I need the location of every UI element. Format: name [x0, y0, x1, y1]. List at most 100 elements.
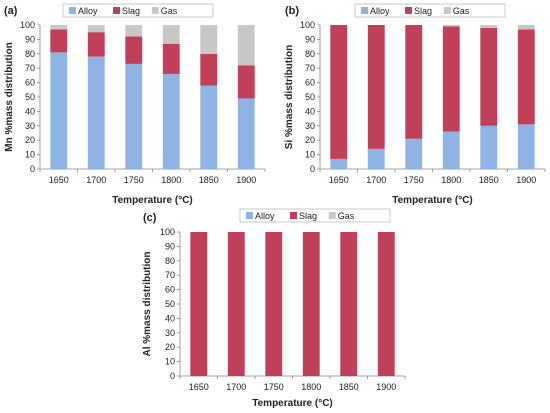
bar-segment-slag-1800 [162, 43, 180, 74]
bar-segment-slag-1700 [367, 25, 385, 149]
x-tick-label: 1750 [404, 175, 424, 185]
x-tick-label: 1700 [86, 175, 106, 185]
bar-segment-gas-1900 [237, 25, 255, 66]
y-tick-label: 80 [165, 256, 175, 266]
bar-segment-slag-1700 [87, 32, 105, 57]
y-tick-label: 40 [25, 106, 35, 116]
bar-segment-alloy-1850 [480, 125, 498, 169]
bar-segment-slag-1700 [227, 232, 245, 376]
x-tick-label: 1850 [479, 175, 499, 185]
bar-segment-slag-1800 [442, 26, 460, 132]
x-tick-label: 1700 [226, 382, 246, 392]
chart-panel-1: (a) Alloy Slag Gas 0 10 20 30 40 50 60 70 80 90 100 165… [4, 3, 266, 206]
bar-segment-alloy-1800 [442, 131, 460, 169]
y-tick-label: 90 [305, 34, 315, 44]
chart-panel-3: (c) Alloy Slag Gas 0 10 20 30 40 50 60 70 80 90 100 165… [142, 208, 406, 409]
y-tick-label: 0 [170, 371, 175, 381]
x-tick-label: 1650 [49, 175, 69, 185]
y-tick-label: 60 [305, 78, 315, 88]
chart-panel-2: (b) Alloy Slag Gas 0 10 20 30 40 50 60 70 80 90 100 165… [284, 3, 546, 206]
legend-label-alloy: Alloy [78, 6, 98, 16]
y-tick-label: 60 [165, 285, 175, 295]
legend-swatch-gas [328, 212, 336, 219]
y-tick-label: 70 [305, 63, 315, 73]
bar-segment-alloy-1850 [200, 85, 218, 169]
y-tick-label: 100 [300, 20, 315, 30]
y-tick-label: 40 [305, 106, 315, 116]
bar-segment-gas-1850 [200, 25, 218, 54]
y-tick-label: 20 [165, 342, 175, 352]
legend-box [239, 208, 391, 223]
bar-segment-gas-1650 [50, 25, 68, 30]
y-tick-label: 70 [165, 270, 175, 280]
x-tick-label: 1900 [376, 382, 396, 392]
bar-segment-gas-1800 [162, 25, 180, 44]
bar-segment-alloy-1650 [330, 158, 348, 169]
x-tick-label: 1800 [441, 175, 461, 185]
legend-swatch-alloy [361, 7, 368, 14]
y-tick-label: 10 [165, 357, 175, 367]
legend-label-slag: Slag [122, 6, 140, 16]
bar-segment-slag-1900 [377, 232, 395, 376]
panel-label: (a) [4, 5, 18, 17]
y-tick-label: 50 [25, 92, 35, 102]
y-tick-label: 20 [305, 135, 315, 145]
y-tick-label: 30 [165, 328, 175, 338]
y-tick-label: 90 [165, 241, 175, 251]
bar-segment-slag-1850 [480, 27, 498, 126]
x-axis-title: Temperature (°C) [252, 398, 333, 409]
bar-segment-slag-1900 [517, 29, 535, 125]
legend: Alloy Slag Gas [62, 3, 214, 18]
bar-segment-slag-1750 [265, 232, 283, 376]
y-tick-label: 0 [310, 164, 315, 174]
bar-segment-gas-1900 [517, 25, 535, 30]
y-tick-label: 80 [305, 49, 315, 59]
bar-segment-alloy-1700 [367, 148, 385, 169]
legend-label-gas: Gas [338, 211, 355, 221]
x-axis-title: Temperature (°C) [112, 195, 193, 206]
y-tick-label: 0 [30, 164, 35, 174]
y-tick-label: 100 [160, 227, 175, 237]
bar-segment-slag-1750 [125, 36, 143, 64]
panel-label: (b) [285, 5, 299, 17]
legend-box [354, 3, 506, 18]
bar-segment-alloy-1700 [87, 56, 105, 169]
legend-swatch-slag [290, 212, 297, 219]
y-tick-label: 30 [305, 121, 315, 131]
x-tick-label: 1850 [199, 175, 219, 185]
legend-swatch-slag [113, 7, 120, 14]
y-tick-label: 60 [25, 78, 35, 88]
bar-segment-alloy-1750 [125, 63, 143, 169]
legend-label-alloy: Alloy [255, 211, 275, 221]
y-axis-title: Mn %mass distribution [4, 42, 15, 151]
panel-label: (c) [143, 212, 157, 224]
bar-segment-alloy-1900 [237, 98, 255, 169]
y-tick-label: 10 [305, 150, 315, 160]
y-axis-title: Al %mass distribution [142, 251, 153, 356]
legend-label-slag: Slag [299, 211, 317, 221]
bar-segment-gas-1850 [480, 25, 498, 28]
y-tick-label: 40 [165, 313, 175, 323]
y-tick-label: 20 [25, 135, 35, 145]
x-axis-title: Temperature (°C) [392, 195, 473, 206]
bar-segment-slag-1750 [405, 25, 423, 139]
y-tick-label: 80 [25, 49, 35, 59]
legend: Alloy Slag Gas [239, 208, 391, 223]
y-tick-label: 50 [305, 92, 315, 102]
bar-segment-slag-1650 [190, 232, 208, 376]
y-tick-label: 50 [165, 299, 175, 309]
bar-segment-alloy-1750 [405, 138, 423, 169]
x-tick-label: 1650 [329, 175, 349, 185]
bar-segment-slag-1850 [340, 232, 358, 376]
x-tick-label: 1900 [236, 175, 256, 185]
legend: Alloy Slag Gas [354, 3, 506, 18]
y-axis-title: Si %mass distribution [284, 45, 295, 149]
bar-segment-gas-1800 [442, 25, 460, 27]
bar-segment-gas-1750 [125, 25, 143, 37]
x-tick-label: 1700 [366, 175, 386, 185]
y-tick-label: 70 [25, 63, 35, 73]
x-tick-label: 1650 [189, 382, 209, 392]
y-tick-label: 100 [20, 20, 35, 30]
x-tick-label: 1750 [264, 382, 284, 392]
